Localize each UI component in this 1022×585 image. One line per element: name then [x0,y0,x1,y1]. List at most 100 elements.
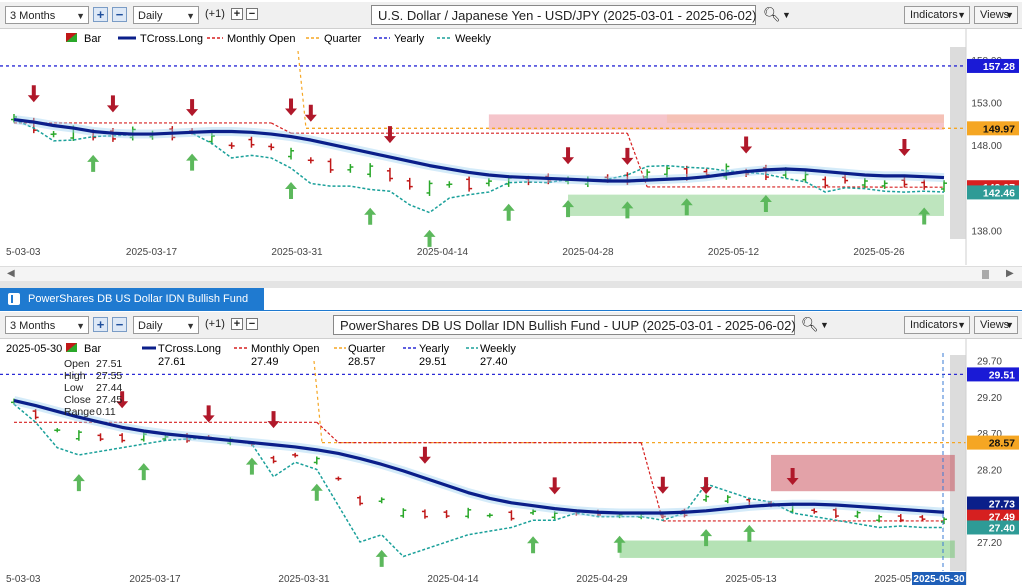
down-arrow-icon [548,477,561,495]
crosshair-date-label: 2025-05-30 [913,574,965,585]
quarter-transition-line [297,50,307,129]
ohlc-readout: Open 27.51 High 27.55 Low 27.44 Close 27.45Rang… [64,358,122,418]
quarter-transition-line [313,360,323,443]
x-tick-label: 2025-03-17 [126,247,178,258]
x-tick-label: 2025-03-31 [278,574,330,585]
down-arrow-icon [740,136,753,154]
quarter-price-tag-bg [967,435,1019,450]
add-offset-button[interactable]: + [231,8,243,20]
ohlc-value: 0.11 [96,406,116,418]
scroll-right-icon[interactable]: ▶ [1006,268,1014,279]
remove-offset-button[interactable]: − [246,8,258,20]
range-select[interactable]: 3 Months ▼ [5,316,89,334]
yearly-price-tag: 29.51 [989,369,1015,381]
x-tick-label: 5-03-03 [6,574,41,585]
legend-quarter: Quarter [324,33,362,45]
chevron-down-icon: ▼ [76,11,85,21]
zoom-in-button[interactable]: + [93,7,108,22]
resistance-zone [770,454,955,492]
bar-legend-icon-down [66,33,77,42]
ohlc-label: Range [64,406,95,418]
monthly-open-transition [626,132,648,188]
ohlc-value: 27.55 [96,370,122,382]
y-tick-label: 153.00 [971,98,1002,109]
indicators-button[interactable]: Indicators ▼ [904,316,970,334]
quarter-price-tag: 28.57 [989,438,1015,450]
indicators-button[interactable]: Indicators ▼ [904,6,970,24]
chart-title-field[interactable]: PowerShares DB US Dollar IDN Bullish Fun… [333,315,796,335]
tcross-price-tag-bg [967,496,1019,511]
chart-title-field[interactable]: U.S. Dollar / Japanese Yen - USD/JPY (20… [371,5,756,25]
add-offset-button[interactable]: + [231,318,243,330]
search-icon[interactable]: 🔍︎ [801,316,819,332]
chevron-down-icon: ▼ [186,11,195,21]
chevron-down-icon[interactable]: ▼ [782,10,791,20]
legend-monthly-open: Monthly Open [227,33,295,45]
legend-yearly: Yearly [419,343,450,355]
ohlc-label: Open [64,358,90,370]
y-tick-label: 28.70 [977,429,1002,440]
uup-tab[interactable]: PowerShares DB US Dollar IDN Bullish Fun… [0,288,264,327]
ohlc-value: 27.44 [96,382,122,394]
up-arrow-icon [364,207,377,225]
interval-select[interactable]: Daily ▼ [133,316,199,334]
up-arrow-icon [137,463,150,481]
down-arrow-icon [786,467,799,485]
yearly-price-tag-bg [967,58,1019,73]
x-tick-label: 2025-05-26 [853,247,905,258]
tcross-long-line [13,398,945,515]
pane-separator[interactable] [0,281,1022,288]
zoom-in-button[interactable]: + [93,317,108,332]
legend-weekly-value: 27.40 [480,356,508,368]
usdjpy-chart[interactable]: Bar TCross.Long Monthly Open Quarter Yea… [0,29,1022,265]
down-arrow-icon [898,138,911,156]
y-tick-label: 28.20 [977,465,1002,476]
uup-chart[interactable]: 2025-05-30 Bar TCross.Long 27.61 Monthly… [0,339,1022,585]
up-arrow-icon [743,524,756,542]
top-scrollbar[interactable]: ◀ ▶ [0,266,1022,281]
legend-weekly: Weekly [455,33,491,45]
zoom-out-button[interactable]: − [112,7,127,22]
zoom-out-button[interactable]: − [112,317,127,332]
chevron-down-icon: ▼ [957,10,966,20]
x-tick-label: 2025-04-14 [417,247,469,258]
offset-label: (+1) [205,318,225,330]
quarter-price-tag-bg [967,121,1019,136]
x-tick-label: 2025-04-14 [427,574,479,585]
monthly-open-transition [640,442,664,522]
tab-underline [0,310,1022,311]
range-value: 3 Months [10,320,56,332]
chevron-down-icon: ▼ [1005,10,1014,20]
y-tick-label: 138.00 [971,226,1002,237]
chevron-down-icon[interactable]: ▼ [820,320,829,330]
support-zone [568,194,944,216]
remove-offset-button[interactable]: − [246,318,258,330]
up-arrow-icon [621,201,634,219]
search-icon[interactable]: 🔍︎ [763,6,781,22]
scroll-left-icon[interactable]: ◀ [7,268,15,279]
up-arrow-icon [245,457,258,475]
y-tick-label: 148.00 [971,141,1002,152]
down-arrow-icon [621,147,634,165]
down-arrow-icon [418,446,431,464]
scroll-thumb[interactable] [982,270,989,279]
views-label: Views [980,9,1010,21]
legend-monthly-value: 27.49 [251,356,279,368]
down-arrow-icon [383,126,396,144]
views-button[interactable]: Views ▼ [974,6,1018,24]
ohlc-date: 2025-05-30 [6,343,62,355]
x-tick-label: 2025-04-29 [576,574,628,585]
plot-area [0,339,966,571]
interval-select[interactable]: Daily ▼ [133,6,199,24]
top-toolbar: 3 Months ▼ + − Daily ▼ (+1) + − U.S. Dolla… [0,2,1022,29]
range-select[interactable]: 3 Months ▼ [5,6,89,24]
down-arrow-icon [116,391,129,409]
down-arrow-icon [27,85,40,103]
x-tick-label: 2025-05-13 [725,574,777,585]
views-button[interactable]: Views ▼ [974,316,1018,334]
future-shade [950,355,966,571]
down-arrow-icon [186,99,199,117]
up-arrow-icon [759,194,772,212]
